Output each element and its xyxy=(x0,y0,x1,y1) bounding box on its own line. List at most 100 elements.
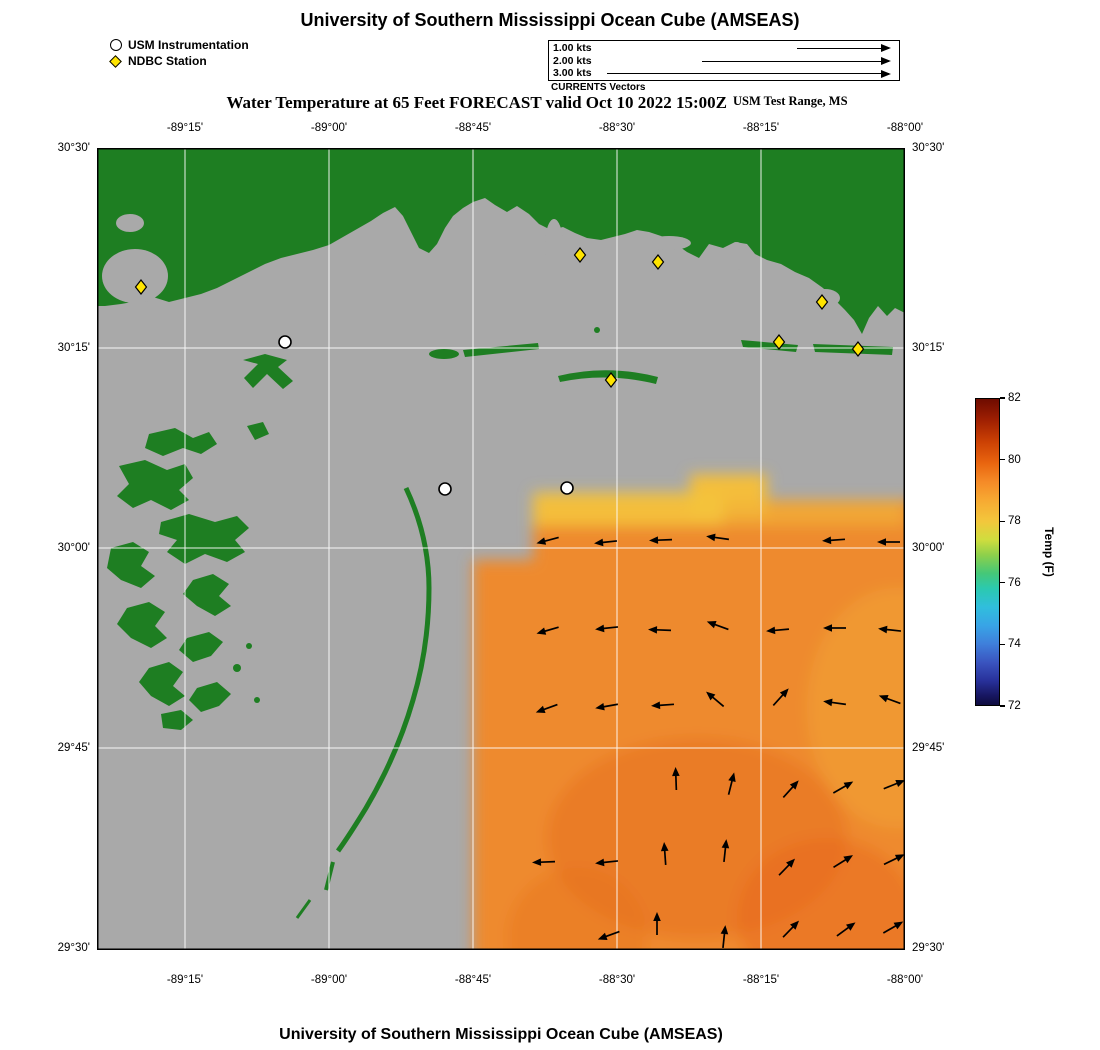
currents-scale-label-3: 3.00 kts xyxy=(553,67,592,80)
currents-scale-row-1: 1.00 kts xyxy=(549,42,899,55)
current-arrow xyxy=(706,621,729,631)
current-arrow xyxy=(878,625,902,634)
lon-tick-bottom: -88°30' xyxy=(598,974,636,986)
current-arrow xyxy=(595,624,619,633)
current-arrow xyxy=(883,779,905,790)
colorbar-tick xyxy=(1000,582,1005,584)
current-arrow xyxy=(772,688,789,707)
lon-tick-top: -89°00' xyxy=(310,122,348,134)
legend-ndbc-label: NDBC Station xyxy=(128,54,207,68)
colorbar-tick xyxy=(1000,705,1005,707)
current-arrow xyxy=(823,624,846,632)
colorbar-tick-label: 82 xyxy=(1008,392,1021,404)
usm-instrument-marker xyxy=(278,335,292,349)
colorbar-tick-label: 74 xyxy=(1008,638,1021,651)
main-title-bottom: University of Southern Mississippi Ocean… xyxy=(279,1026,723,1043)
lat-tick-right: 30°15' xyxy=(912,342,945,354)
currents-scale-row-3: 3.00 kts xyxy=(549,67,899,80)
lon-tick-bottom: -88°00' xyxy=(886,974,924,986)
current-arrow xyxy=(720,925,729,949)
forecast-subtitle: Water Temperature at 65 Feet FORECAST va… xyxy=(97,93,977,113)
usm-instrument-marker xyxy=(438,482,452,496)
currents-scale-row-2: 2.00 kts xyxy=(549,55,899,68)
lon-tick-bottom: -88°15' xyxy=(742,974,780,986)
current-arrow xyxy=(778,858,796,876)
test-range-label: USM Test Range, MS xyxy=(732,94,848,108)
lon-tick-top: -88°15' xyxy=(742,122,780,134)
symbol-legend: USM Instrumentation NDBC Station xyxy=(109,37,249,69)
current-arrow xyxy=(536,626,559,635)
ndbc-station-marker xyxy=(815,294,829,310)
current-arrow xyxy=(782,920,800,938)
land-layer xyxy=(97,148,905,919)
lat-tick-left: 30°30' xyxy=(57,142,90,154)
current-arrow xyxy=(882,921,904,934)
ndbc-station-marker xyxy=(573,247,587,263)
ndbc-station-marker xyxy=(772,334,786,350)
current-arrow xyxy=(672,767,680,791)
ndbc-station-marker xyxy=(651,254,665,270)
current-arrow xyxy=(877,538,900,546)
vector-arrow-2kt-icon xyxy=(702,57,891,65)
current-arrow xyxy=(883,854,905,866)
ndbc-station-marker xyxy=(851,341,865,357)
current-arrow xyxy=(536,536,559,545)
lon-tick-top: -88°30' xyxy=(598,122,636,134)
lat-tick-right: 29°45' xyxy=(912,742,945,754)
current-arrow xyxy=(782,780,799,799)
forecast-subtitle-text: Water Temperature at 65 Feet FORECAST va… xyxy=(226,93,727,112)
current-vector-layer xyxy=(532,533,905,949)
colorbar-tick xyxy=(1000,397,1005,399)
current-arrow xyxy=(597,930,620,940)
map-frame xyxy=(97,148,905,950)
colorbar-tick xyxy=(1000,459,1005,461)
current-arrow xyxy=(766,626,790,635)
current-arrow xyxy=(832,781,854,794)
legend-usm-label: USM Instrumentation xyxy=(128,38,249,52)
current-arrow xyxy=(822,536,846,545)
current-arrow xyxy=(721,839,730,863)
current-arrow xyxy=(706,533,730,542)
lon-tick-bottom: -89°15' xyxy=(166,974,204,986)
ndbc-station-marker xyxy=(604,372,618,388)
current-arrow xyxy=(595,702,618,711)
lon-tick-top: -89°15' xyxy=(166,122,204,134)
colorbar-tick-label: 72 xyxy=(1008,700,1021,712)
colorbar-tick-label: 80 xyxy=(1008,453,1021,466)
current-arrow xyxy=(833,855,854,869)
ndbc-station-marker xyxy=(134,279,148,295)
petit-bois-island xyxy=(741,340,798,352)
legend-row-usm: USM Instrumentation xyxy=(110,37,249,53)
current-arrow xyxy=(660,842,669,866)
lon-tick-top: -88°00' xyxy=(886,122,924,134)
current-arrow xyxy=(649,536,673,544)
station-marker-layer xyxy=(134,247,865,496)
usm-instrument-marker xyxy=(560,481,574,495)
current-arrow xyxy=(595,858,619,867)
lat-tick-right: 29°30' xyxy=(912,942,945,954)
lon-tick-top: -88°45' xyxy=(454,122,492,134)
currents-scale-box: 1.00 kts 2.00 kts 3.00 kts xyxy=(548,40,900,81)
current-arrow xyxy=(535,703,558,713)
temperature-colorbar xyxy=(975,398,1000,706)
current-arrow xyxy=(727,772,736,795)
colorbar-tick xyxy=(1000,643,1005,646)
vector-arrow-3kt-icon xyxy=(607,69,891,78)
lat-tick-right: 30°00' xyxy=(912,542,945,554)
main-title-top: University of Southern Mississippi Ocean… xyxy=(300,10,800,30)
colorbar-title: Temp (F) xyxy=(1042,527,1056,577)
lat-tick-left: 29°30' xyxy=(57,942,90,954)
map xyxy=(97,148,905,950)
lon-tick-bottom: -88°45' xyxy=(454,974,492,986)
current-arrow xyxy=(651,701,675,710)
current-arrow xyxy=(648,626,672,634)
current-arrow xyxy=(836,922,856,937)
lat-tick-left: 29°45' xyxy=(57,742,90,754)
current-arrow xyxy=(823,698,847,707)
current-arrow xyxy=(706,691,725,708)
ndbc-diamond-icon xyxy=(109,54,122,68)
lat-tick-left: 30°15' xyxy=(57,342,90,354)
colorbar-tick-label: 76 xyxy=(1008,576,1021,589)
legend-row-ndbc: NDBC Station xyxy=(109,53,249,69)
